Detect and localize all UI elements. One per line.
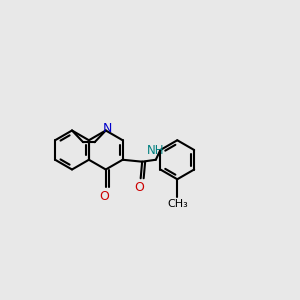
Text: O: O [99, 190, 109, 203]
Text: N: N [103, 122, 112, 135]
Text: O: O [134, 181, 144, 194]
Text: NH: NH [147, 144, 165, 157]
Text: CH₃: CH₃ [167, 199, 188, 209]
